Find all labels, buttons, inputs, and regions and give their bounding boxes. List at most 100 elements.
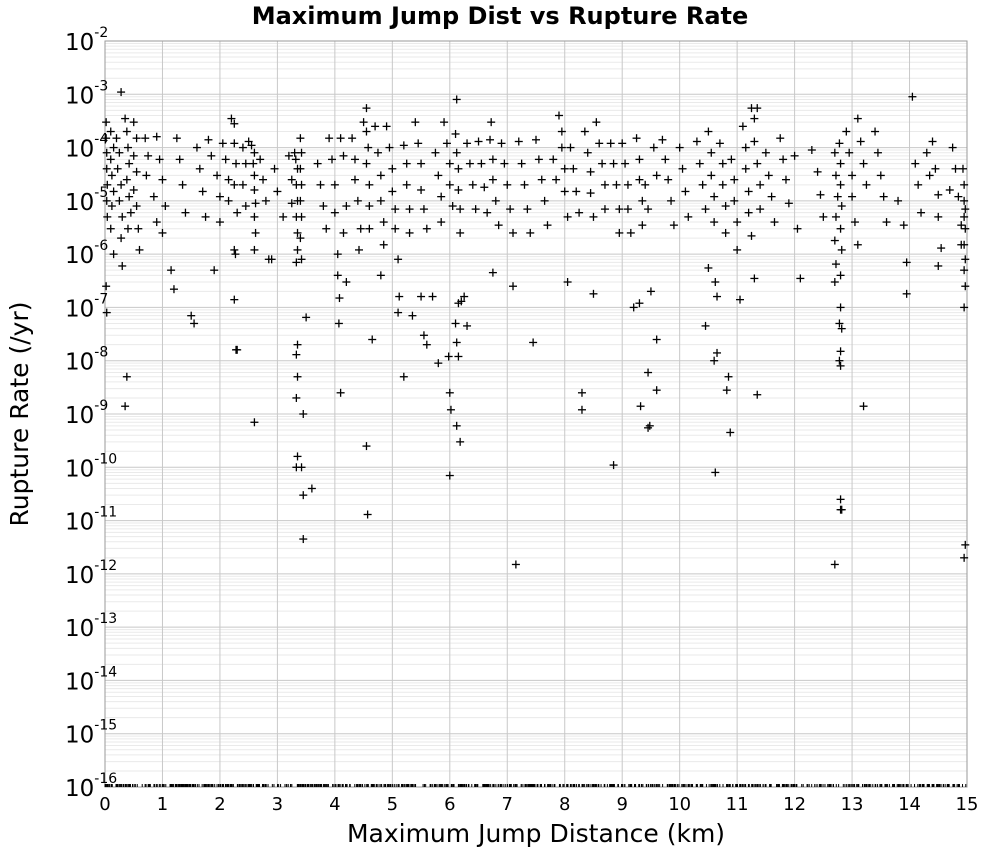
data-point (350, 155, 359, 164)
data-point (419, 331, 428, 340)
data-point (115, 148, 124, 157)
data-point (204, 135, 213, 144)
data-point (704, 127, 713, 136)
data-point (158, 175, 167, 184)
data-point (218, 139, 227, 148)
data-point (753, 159, 762, 168)
data-point (454, 352, 463, 361)
data-point (297, 180, 306, 189)
data-point (931, 164, 940, 173)
data-point (713, 348, 722, 357)
data-point (187, 311, 196, 320)
data-point (213, 171, 222, 180)
data-point (644, 205, 653, 214)
data-point (106, 224, 115, 233)
data-point (422, 224, 431, 233)
data-point (463, 139, 472, 148)
x-tick-label: 14 (898, 794, 921, 815)
y-tick-label: 10-4 (65, 132, 108, 163)
data-point (744, 187, 753, 196)
data-point (336, 134, 345, 143)
x-tick-label: 10 (668, 794, 691, 815)
data-point (908, 92, 917, 101)
data-point (365, 202, 374, 211)
x-tick-label: 9 (616, 794, 627, 815)
data-point (135, 245, 144, 254)
data-point (922, 148, 931, 157)
data-point (961, 205, 970, 214)
data-point (437, 218, 446, 227)
data-point (563, 278, 572, 287)
data-point (417, 159, 426, 168)
chart-title: Maximum Jump Dist vs Rupture Rate (252, 2, 749, 30)
data-point (836, 361, 845, 370)
data-point (816, 190, 825, 199)
data-point (960, 303, 969, 312)
data-point (287, 175, 296, 184)
data-point (292, 258, 301, 267)
data-point (586, 167, 595, 176)
data-point (715, 139, 724, 148)
data-point (353, 196, 362, 205)
data-point (641, 180, 650, 189)
data-point (190, 319, 199, 328)
data-point (356, 224, 365, 233)
data-point (744, 208, 753, 217)
data-point (724, 372, 733, 381)
data-point (457, 297, 466, 306)
data-point (552, 175, 561, 184)
data-point (623, 205, 632, 214)
data-point (250, 185, 259, 194)
data-point (102, 148, 111, 157)
data-point (592, 118, 601, 127)
data-point (928, 137, 937, 146)
y-tick-label: 10-10 (65, 451, 117, 482)
data-point (452, 148, 461, 157)
data-point (316, 180, 325, 189)
data-point (106, 155, 115, 164)
y-tick-label: 10-7 (65, 291, 108, 322)
data-point (178, 180, 187, 189)
data-point (102, 118, 111, 127)
data-point (112, 134, 121, 143)
x-tick-label: 1 (157, 794, 168, 815)
data-point (871, 127, 880, 136)
data-point (692, 137, 701, 146)
data-point (781, 175, 790, 184)
data-point (419, 205, 428, 214)
data-point (836, 159, 845, 168)
data-point (623, 180, 632, 189)
data-point (569, 164, 578, 173)
data-point (850, 218, 859, 227)
data-point (327, 155, 336, 164)
data-point (675, 143, 684, 152)
data-point (934, 212, 943, 221)
data-point (126, 208, 135, 217)
data-point (448, 202, 457, 211)
data-point (129, 185, 138, 194)
data-point (451, 129, 460, 138)
data-point (106, 127, 115, 136)
data-point (250, 171, 259, 180)
data-point (598, 159, 607, 168)
data-point (894, 196, 903, 205)
data-point (836, 303, 845, 312)
data-point (172, 134, 181, 143)
data-point (297, 148, 306, 157)
data-point (649, 143, 658, 152)
data-point (961, 224, 970, 233)
data-point (710, 356, 719, 365)
data-point (830, 560, 839, 569)
data-point (711, 278, 720, 287)
data-point (169, 285, 178, 294)
data-point (417, 185, 426, 194)
data-point (713, 292, 722, 301)
data-point (122, 372, 131, 381)
data-point (862, 180, 871, 189)
data-point (853, 240, 862, 249)
data-point (290, 148, 299, 157)
data-point (259, 175, 268, 184)
data-point (379, 240, 388, 249)
data-point (446, 405, 455, 414)
data-point (667, 196, 676, 205)
